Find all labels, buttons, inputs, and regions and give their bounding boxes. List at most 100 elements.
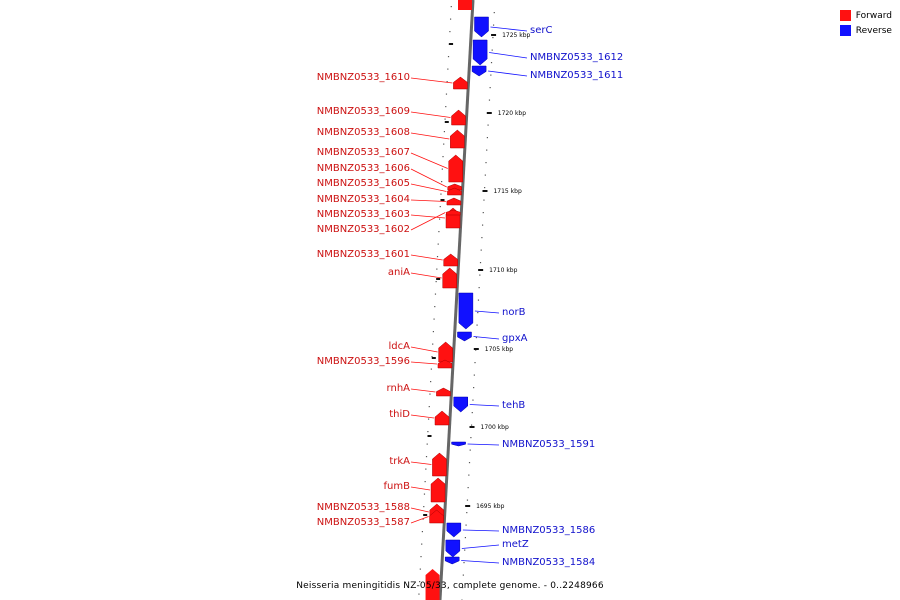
scale-tick-minor	[444, 121, 449, 123]
reverse-gene-leader	[490, 26, 528, 32]
forward-gene-label: NMBNZ0533_1605	[317, 178, 410, 189]
scale-tick	[469, 426, 475, 428]
scale-tick-minor	[427, 435, 432, 437]
forward-gene-leader	[410, 388, 436, 393]
reverse-gene-arrow	[451, 441, 466, 447]
legend-reverse: Reverse	[839, 23, 892, 38]
forward-gene-label: NMBNZ0533_1604	[317, 194, 410, 205]
legend-forward-label: Forward	[855, 10, 892, 21]
forward-gene-label: NMBNZ0533_1596	[317, 356, 410, 367]
genome-backbone	[438, 0, 475, 600]
forward-gene-arrow	[434, 410, 450, 426]
reverse-gene-label: gpxA	[502, 333, 528, 344]
forward-gene-leader	[410, 486, 431, 491]
forward-gene-label: NMBNZ0533_1610	[317, 72, 410, 83]
reverse-gene-arrow	[471, 65, 487, 77]
forward-gene-leader	[410, 111, 451, 118]
forward-gene-label: fumB	[384, 481, 411, 492]
reverse-gene-arrow	[453, 396, 469, 413]
reverse-gene-arrow	[445, 539, 461, 558]
reverse-gene-leader	[488, 70, 528, 77]
scale-tick-label: 1725 kbp	[502, 32, 530, 39]
reverse-gene-label: tehB	[502, 400, 525, 411]
reverse-gene-label: serC	[530, 25, 552, 36]
reverse-gene-leader	[461, 560, 500, 564]
reverse-gene-leader	[462, 529, 500, 532]
forward-gene-arrow	[448, 154, 463, 183]
forward-gene-leader	[410, 414, 435, 419]
forward-gene-label: NMBNZ0533_1607	[317, 147, 410, 158]
forward-gene-label: thiD	[389, 409, 410, 420]
forward-gene-label: NMBNZ0533_1609	[317, 106, 410, 117]
forward-gene-leader	[410, 152, 448, 169]
forward-gene-partial	[425, 569, 440, 600]
scale-ticks: 1725 kbp 1720 kbp 1715 kbp 1710 kbp 1705 kbp…	[423, 32, 531, 516]
forward-gene-arrow	[447, 187, 462, 196]
forward-gene-leader	[410, 212, 446, 231]
forward-gene-label: NMBNZ0533_1603	[317, 209, 410, 220]
forward-gene-leader	[410, 272, 442, 279]
scale-tick-minor	[431, 357, 436, 359]
scale-tick	[491, 34, 497, 36]
forward-gene-label: NMBNZ0533_1602	[317, 224, 410, 235]
forward-gene-leader	[410, 254, 443, 261]
scale-tick-label: 1705 kbp	[485, 346, 513, 353]
forward-gene-label: trkA	[389, 456, 410, 467]
forward-gene-label: ldcA	[389, 341, 411, 352]
forward-gene-leader	[410, 516, 429, 524]
legend-reverse-label: Reverse	[855, 25, 892, 36]
genome-caption: Neisseria meningitidis NZ-05/33, complet…	[296, 581, 604, 591]
reverse-gene-leader	[489, 52, 528, 59]
scale-tick-minor	[436, 278, 441, 280]
forward-gene-arrow	[430, 477, 446, 503]
reverse-gene-arrow	[444, 556, 460, 565]
scale-tick	[465, 505, 471, 507]
reverse-gene-label: norB	[502, 307, 526, 318]
scale-tick-label: 1710 kbp	[489, 267, 517, 274]
reverse-gene-leader	[469, 404, 500, 407]
forward-gene-label: NMBNZ0533_1601	[317, 249, 410, 260]
reverse-gene-leader	[473, 336, 500, 340]
reverse-gene-label: NMBNZ0533_1586	[502, 525, 595, 536]
forward-gene-leader	[410, 214, 446, 219]
forward-gene-label: NMBNZ0533_1587	[317, 517, 410, 528]
scale-tick-minor	[449, 43, 454, 45]
scale-tick	[473, 348, 479, 350]
forward-gene-partial	[458, 0, 472, 10]
forward-gene-arrow	[436, 387, 451, 397]
forward-gene-arrow	[429, 509, 444, 524]
reverse-gene-arrow	[457, 331, 472, 342]
forward-gene-arrow	[451, 109, 466, 126]
reverse-swatch	[839, 25, 851, 36]
scale-tick-label: 1715 kbp	[493, 188, 521, 195]
reverse-gene-label: metZ	[502, 539, 529, 550]
reverse-gene-label: NMBNZ0533_1584	[502, 557, 595, 568]
forward-gene-arrow	[443, 253, 458, 267]
reverse-gene-leader	[474, 310, 500, 314]
scale-tick	[478, 269, 484, 271]
forward-gene-arrow	[446, 209, 461, 216]
forward-gene-leader	[410, 361, 438, 365]
forward-gene-leader	[410, 199, 446, 202]
scale-tick-minor	[423, 514, 428, 516]
reverse-gene-arrow	[474, 16, 489, 38]
forward-gene-leader	[410, 77, 453, 84]
forward-gene-leader	[410, 183, 447, 192]
forward-gene-arrow	[437, 359, 453, 369]
forward-gene-arrow	[453, 76, 468, 90]
forward-gene-label: aniA	[388, 267, 410, 278]
forward-gene-label: NMBNZ0533_1608	[317, 127, 410, 138]
forward-gene-leader	[410, 461, 432, 465]
scale-tick-label: 1720 kbp	[498, 110, 526, 117]
forward-gene-leader	[410, 346, 438, 353]
scale-tick	[486, 112, 492, 114]
reverse-gene-label: NMBNZ0533_1612	[530, 52, 623, 63]
gene-features: NMBNZ0533_1610 NMBNZ0533_1609 NMBNZ0533_16…	[317, 0, 623, 600]
reverse-gene-label: NMBNZ0533_1591	[502, 439, 595, 450]
reverse-gene-leader	[461, 544, 500, 549]
forward-gene-leader	[410, 168, 447, 188]
reverse-gene-arrow	[458, 292, 474, 330]
forward-gene-label: NMBNZ0533_1606	[317, 163, 410, 174]
scale-tick	[482, 190, 488, 192]
